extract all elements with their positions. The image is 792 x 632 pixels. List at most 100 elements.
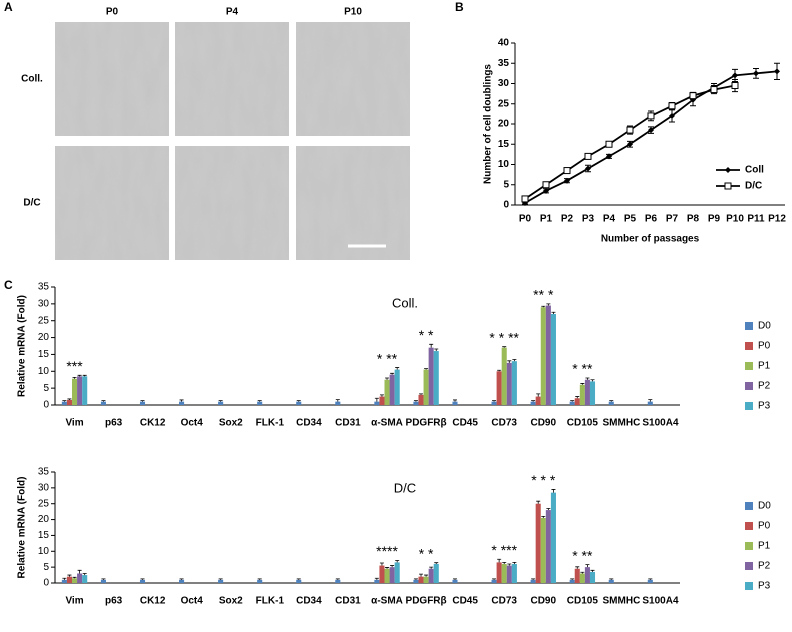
x-tick-label: CD90 bbox=[530, 418, 556, 429]
bar bbox=[100, 579, 106, 583]
legend-swatch bbox=[745, 322, 753, 330]
bar bbox=[550, 492, 556, 583]
error-bar bbox=[296, 578, 301, 580]
significance-mark: *** bbox=[66, 358, 83, 374]
y-tick-label: 20 bbox=[38, 332, 50, 343]
marker bbox=[689, 92, 697, 100]
significance-mark: **** bbox=[376, 543, 398, 559]
error-bar bbox=[648, 578, 653, 580]
x-tick-label: SMMHC bbox=[603, 418, 641, 429]
error-bar bbox=[179, 578, 184, 580]
marker bbox=[584, 152, 592, 160]
bar bbox=[379, 565, 385, 583]
error-bar bbox=[385, 377, 390, 380]
bar bbox=[374, 579, 380, 583]
x-tick-label: CD45 bbox=[452, 418, 478, 429]
bar bbox=[61, 401, 67, 405]
x-tick-label: p63 bbox=[105, 596, 123, 607]
bar bbox=[647, 579, 653, 583]
bar bbox=[535, 396, 541, 405]
error-bar bbox=[429, 566, 434, 569]
x-tick-label: P7 bbox=[666, 214, 679, 225]
marker bbox=[564, 177, 570, 184]
x-tick-label: Vim bbox=[65, 418, 83, 429]
bar bbox=[428, 568, 434, 583]
legend-swatch bbox=[745, 542, 753, 550]
micrograph-texture bbox=[175, 22, 289, 136]
legend-swatch bbox=[745, 522, 753, 530]
error-bar bbox=[390, 565, 395, 568]
bar bbox=[530, 401, 536, 405]
error-bar bbox=[77, 569, 82, 574]
bar bbox=[139, 579, 146, 583]
y-tick-label: 25 bbox=[38, 498, 50, 509]
legend-label: P1 bbox=[758, 541, 771, 552]
error-bar bbox=[580, 571, 585, 574]
bar bbox=[433, 563, 439, 583]
bar bbox=[428, 347, 434, 405]
micrograph-texture bbox=[55, 22, 169, 136]
bar bbox=[71, 578, 78, 583]
bar bbox=[82, 376, 88, 405]
x-tick-label: P3 bbox=[582, 214, 595, 225]
micrograph-texture bbox=[296, 146, 410, 260]
bar bbox=[413, 579, 419, 583]
micrograph-texture bbox=[175, 146, 289, 260]
error-bar bbox=[512, 359, 517, 362]
error-bar bbox=[101, 578, 106, 580]
error-bar bbox=[492, 578, 497, 580]
error-bar bbox=[575, 566, 580, 569]
legend-label: P3 bbox=[758, 581, 771, 592]
bar bbox=[501, 563, 507, 583]
significance-mark: * *** bbox=[491, 542, 517, 558]
x-tick-label: P9 bbox=[708, 214, 721, 225]
legend-swatch bbox=[745, 402, 753, 410]
y-tick-label: 30 bbox=[38, 482, 50, 493]
x-tick-label: S100A4 bbox=[642, 418, 679, 429]
error-bar bbox=[335, 399, 340, 402]
bar bbox=[384, 568, 390, 583]
error-bar bbox=[497, 369, 502, 372]
x-tick-label: P2 bbox=[561, 214, 574, 225]
y-tick-label: 30 bbox=[498, 78, 510, 89]
error-bar bbox=[257, 578, 262, 580]
error-bar bbox=[385, 567, 390, 569]
legend-swatch bbox=[745, 342, 753, 350]
x-tick-label: α-SMA bbox=[371, 418, 403, 429]
legend-swatch bbox=[745, 362, 753, 370]
micrograph-texture bbox=[55, 146, 169, 260]
bar bbox=[296, 579, 302, 583]
bar bbox=[100, 401, 106, 405]
marker bbox=[647, 112, 655, 120]
error-bar bbox=[492, 400, 497, 402]
x-tick-label: CD105 bbox=[567, 596, 599, 607]
error-bar bbox=[390, 372, 395, 375]
bar bbox=[540, 307, 546, 405]
bar bbox=[61, 579, 67, 583]
micrograph-grid: P0 P4 P10 Coll. D/C bbox=[21, 7, 410, 260]
y-axis-label: Relative mRNA (Fold) bbox=[17, 295, 28, 397]
error-bar bbox=[62, 577, 67, 580]
significance-mark: * ** bbox=[572, 547, 593, 563]
y-axis-label: Number of cell doublings bbox=[483, 64, 494, 184]
y-tick-label: 10 bbox=[498, 159, 510, 170]
x-tick-label: CD45 bbox=[452, 596, 478, 607]
error-bar bbox=[502, 346, 507, 348]
error-bar bbox=[218, 578, 223, 580]
x-tick-label: Oct4 bbox=[181, 418, 204, 429]
panel-label: B bbox=[455, 0, 464, 14]
legend-marker bbox=[724, 182, 732, 190]
marker bbox=[521, 195, 529, 203]
y-tick-label: 10 bbox=[38, 546, 50, 557]
error-bar bbox=[218, 400, 223, 402]
y-tick-label: 25 bbox=[498, 98, 510, 109]
bar bbox=[139, 401, 146, 405]
marker bbox=[605, 140, 613, 148]
y-tick-label: 15 bbox=[38, 349, 50, 360]
marker bbox=[732, 72, 738, 79]
bar bbox=[647, 401, 653, 405]
marker bbox=[774, 68, 780, 75]
marker bbox=[668, 102, 676, 110]
x-tick-label: P5 bbox=[624, 214, 637, 225]
